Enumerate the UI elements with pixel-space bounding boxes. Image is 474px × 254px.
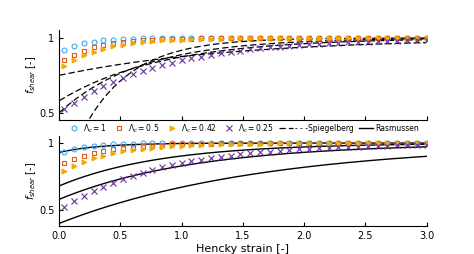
Y-axis label: $f_{shear}$ [-]: $f_{shear}$ [-]: [24, 162, 37, 200]
Legend: $\Lambda_c =1$, $\Lambda_c =0.5$, $\Lambda_c =0.42$, $\Lambda_c =0.25$, - - -Spi: $\Lambda_c =1$, $\Lambda_c =0.5$, $\Lamb…: [67, 122, 419, 135]
Y-axis label: $f_{shear}$ [-]: $f_{shear}$ [-]: [24, 56, 37, 94]
X-axis label: Hencky strain [-]: Hencky strain [-]: [196, 244, 290, 254]
